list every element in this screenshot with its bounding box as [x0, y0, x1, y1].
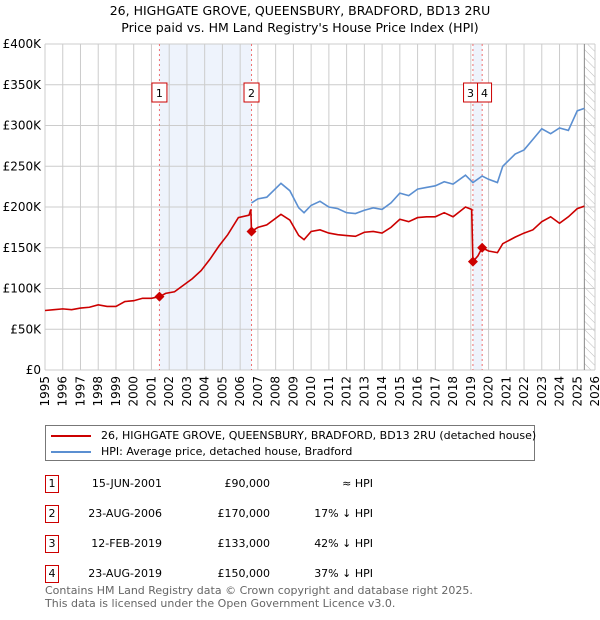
x-tick-label: 2011: [322, 376, 336, 407]
x-tick-label: 2020: [482, 376, 496, 407]
x-tick-label: 2003: [180, 376, 194, 407]
x-tick-label: 2015: [393, 376, 407, 407]
y-tick-label: £0: [26, 363, 41, 377]
y-tick-label: £50K: [10, 322, 42, 336]
sale-point-marker: [467, 256, 478, 267]
x-tick-label: 2012: [340, 376, 354, 407]
y-tick-label: £200K: [3, 200, 43, 214]
legend-label: 26, HIGHGATE GROVE, QUEENSBURY, BRADFORD…: [101, 429, 537, 442]
x-tick-label: 2014: [375, 376, 389, 407]
y-tick-label: £350K: [3, 78, 43, 92]
footer-line: Contains HM Land Registry data © Crown c…: [45, 584, 473, 597]
sale-date: 23-AUG-2006: [88, 507, 162, 520]
x-tick-label: 2019: [464, 376, 478, 407]
sale-label-box: [151, 82, 168, 103]
y-tick-label: £150K: [3, 241, 43, 255]
x-tick-label: 2007: [251, 376, 265, 407]
y-tick-label: £400K: [3, 37, 43, 51]
x-tick-label: 2005: [215, 376, 229, 407]
x-tick-label: 2009: [286, 376, 300, 407]
sale-row: 3 12-FEB-2019 £133,000 42% ↓ HPI: [45, 535, 545, 555]
x-tick-label: 1999: [109, 376, 123, 407]
legend-label: HPI: Average price, detached house, Brad…: [101, 445, 353, 458]
sale-row: 1 15-JUN-2001 £90,000 ≈ HPI: [45, 475, 545, 495]
sale-date: 12-FEB-2019: [91, 537, 162, 550]
legend: 26, HIGHGATE GROVE, QUEENSBURY, BRADFORD…: [45, 425, 536, 461]
y-tick-label: £300K: [3, 119, 43, 133]
x-tick-label: 2008: [269, 376, 283, 407]
x-tick-label: 2026: [588, 376, 600, 407]
x-tick-label: 2001: [144, 376, 158, 407]
x-tick-label: 2024: [553, 376, 567, 407]
price-paid-line: [44, 205, 585, 312]
x-tick-label: 2000: [127, 376, 141, 407]
sale-label-box: [243, 82, 260, 103]
sale-row: 2 23-AUG-2006 £170,000 17% ↓ HPI: [45, 505, 545, 525]
y-tick-label: £100K: [3, 282, 43, 296]
footer-line: This data is licensed under the Open Gov…: [45, 597, 396, 610]
sale-label-box: [477, 82, 493, 103]
hpi-line: [251, 107, 585, 215]
sale-price: £133,000: [217, 537, 271, 550]
x-tick-label: 2022: [517, 376, 531, 407]
sale-label: 4: [481, 87, 488, 100]
sale-point-marker: [246, 226, 257, 237]
x-tick-label: 2017: [428, 376, 442, 407]
sale-date: 15-JUN-2001: [91, 477, 162, 490]
x-tick-label: 2018: [446, 376, 460, 407]
sale-number-badge: 2: [45, 505, 59, 523]
sale-label: 3: [467, 87, 474, 100]
sale-label: 1: [156, 87, 163, 100]
legend-item-hpi: HPI: Average price, detached house, Brad…: [51, 445, 352, 458]
sale-hpi-comparison: 42% ↓ HPI: [314, 537, 373, 550]
y-tick-label: £250K: [3, 159, 43, 173]
sale-row: 4 23-AUG-2019 £150,000 37% ↓ HPI: [45, 565, 545, 585]
sale-hpi-comparison: ≈ HPI: [342, 477, 373, 490]
sale-number-badge: 3: [45, 535, 59, 553]
x-tick-label: 2006: [233, 376, 247, 407]
x-tick-label: 2016: [411, 376, 425, 407]
sale-number-badge: 4: [45, 565, 59, 583]
x-tick-label: 1996: [56, 376, 70, 407]
sale-price: £150,000: [217, 567, 271, 580]
red-line-swatch: [51, 434, 91, 437]
sale-hpi-comparison: 37% ↓ HPI: [314, 567, 373, 580]
sale-price: £90,000: [224, 477, 271, 490]
x-tick-label: 2023: [535, 376, 549, 407]
sale-hpi-comparison: 17% ↓ HPI: [314, 507, 373, 520]
x-tick-label: 2025: [570, 376, 584, 407]
sale-point-marker: [154, 291, 165, 302]
footer: Contains HM Land Registry data © Crown c…: [45, 584, 473, 610]
blue-line-swatch: [51, 450, 91, 453]
x-tick-label: 2002: [162, 376, 176, 407]
chart-subtitle: Price paid vs. HM Land Registry's House …: [121, 20, 479, 35]
x-tick-label: 1995: [38, 376, 52, 407]
x-tick-label: 1997: [73, 376, 87, 407]
x-tick-label: 1998: [91, 376, 105, 407]
sale-point-marker: [477, 242, 488, 253]
x-tick-label: 2010: [304, 376, 318, 407]
sale-date: 23-AUG-2019: [88, 567, 162, 580]
sale-price: £170,000: [217, 507, 271, 520]
chart-title: 26, HIGHGATE GROVE, QUEENSBURY, BRADFORD…: [109, 3, 491, 18]
legend-item-property: 26, HIGHGATE GROVE, QUEENSBURY, BRADFORD…: [51, 429, 536, 442]
x-tick-label: 2013: [357, 376, 371, 407]
price-chart: £0 £50K £100K £150K £200K £250K £300K £350K £400…: [3, 37, 600, 407]
x-tick-label: 2021: [499, 376, 513, 407]
x-tick-label: 2004: [198, 376, 212, 407]
sale-label: 2: [248, 87, 255, 100]
sale-number-badge: 1: [45, 475, 59, 493]
